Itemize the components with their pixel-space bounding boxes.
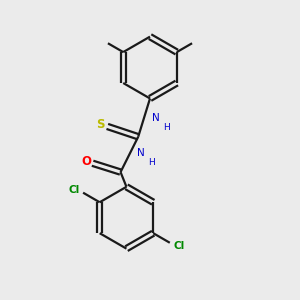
Text: H: H: [148, 158, 154, 167]
Text: N: N: [137, 148, 145, 158]
Text: S: S: [97, 118, 105, 131]
Text: N: N: [152, 112, 160, 123]
Text: O: O: [81, 155, 91, 168]
Text: Cl: Cl: [173, 241, 184, 251]
Text: H: H: [163, 123, 170, 132]
Text: Cl: Cl: [68, 185, 80, 195]
